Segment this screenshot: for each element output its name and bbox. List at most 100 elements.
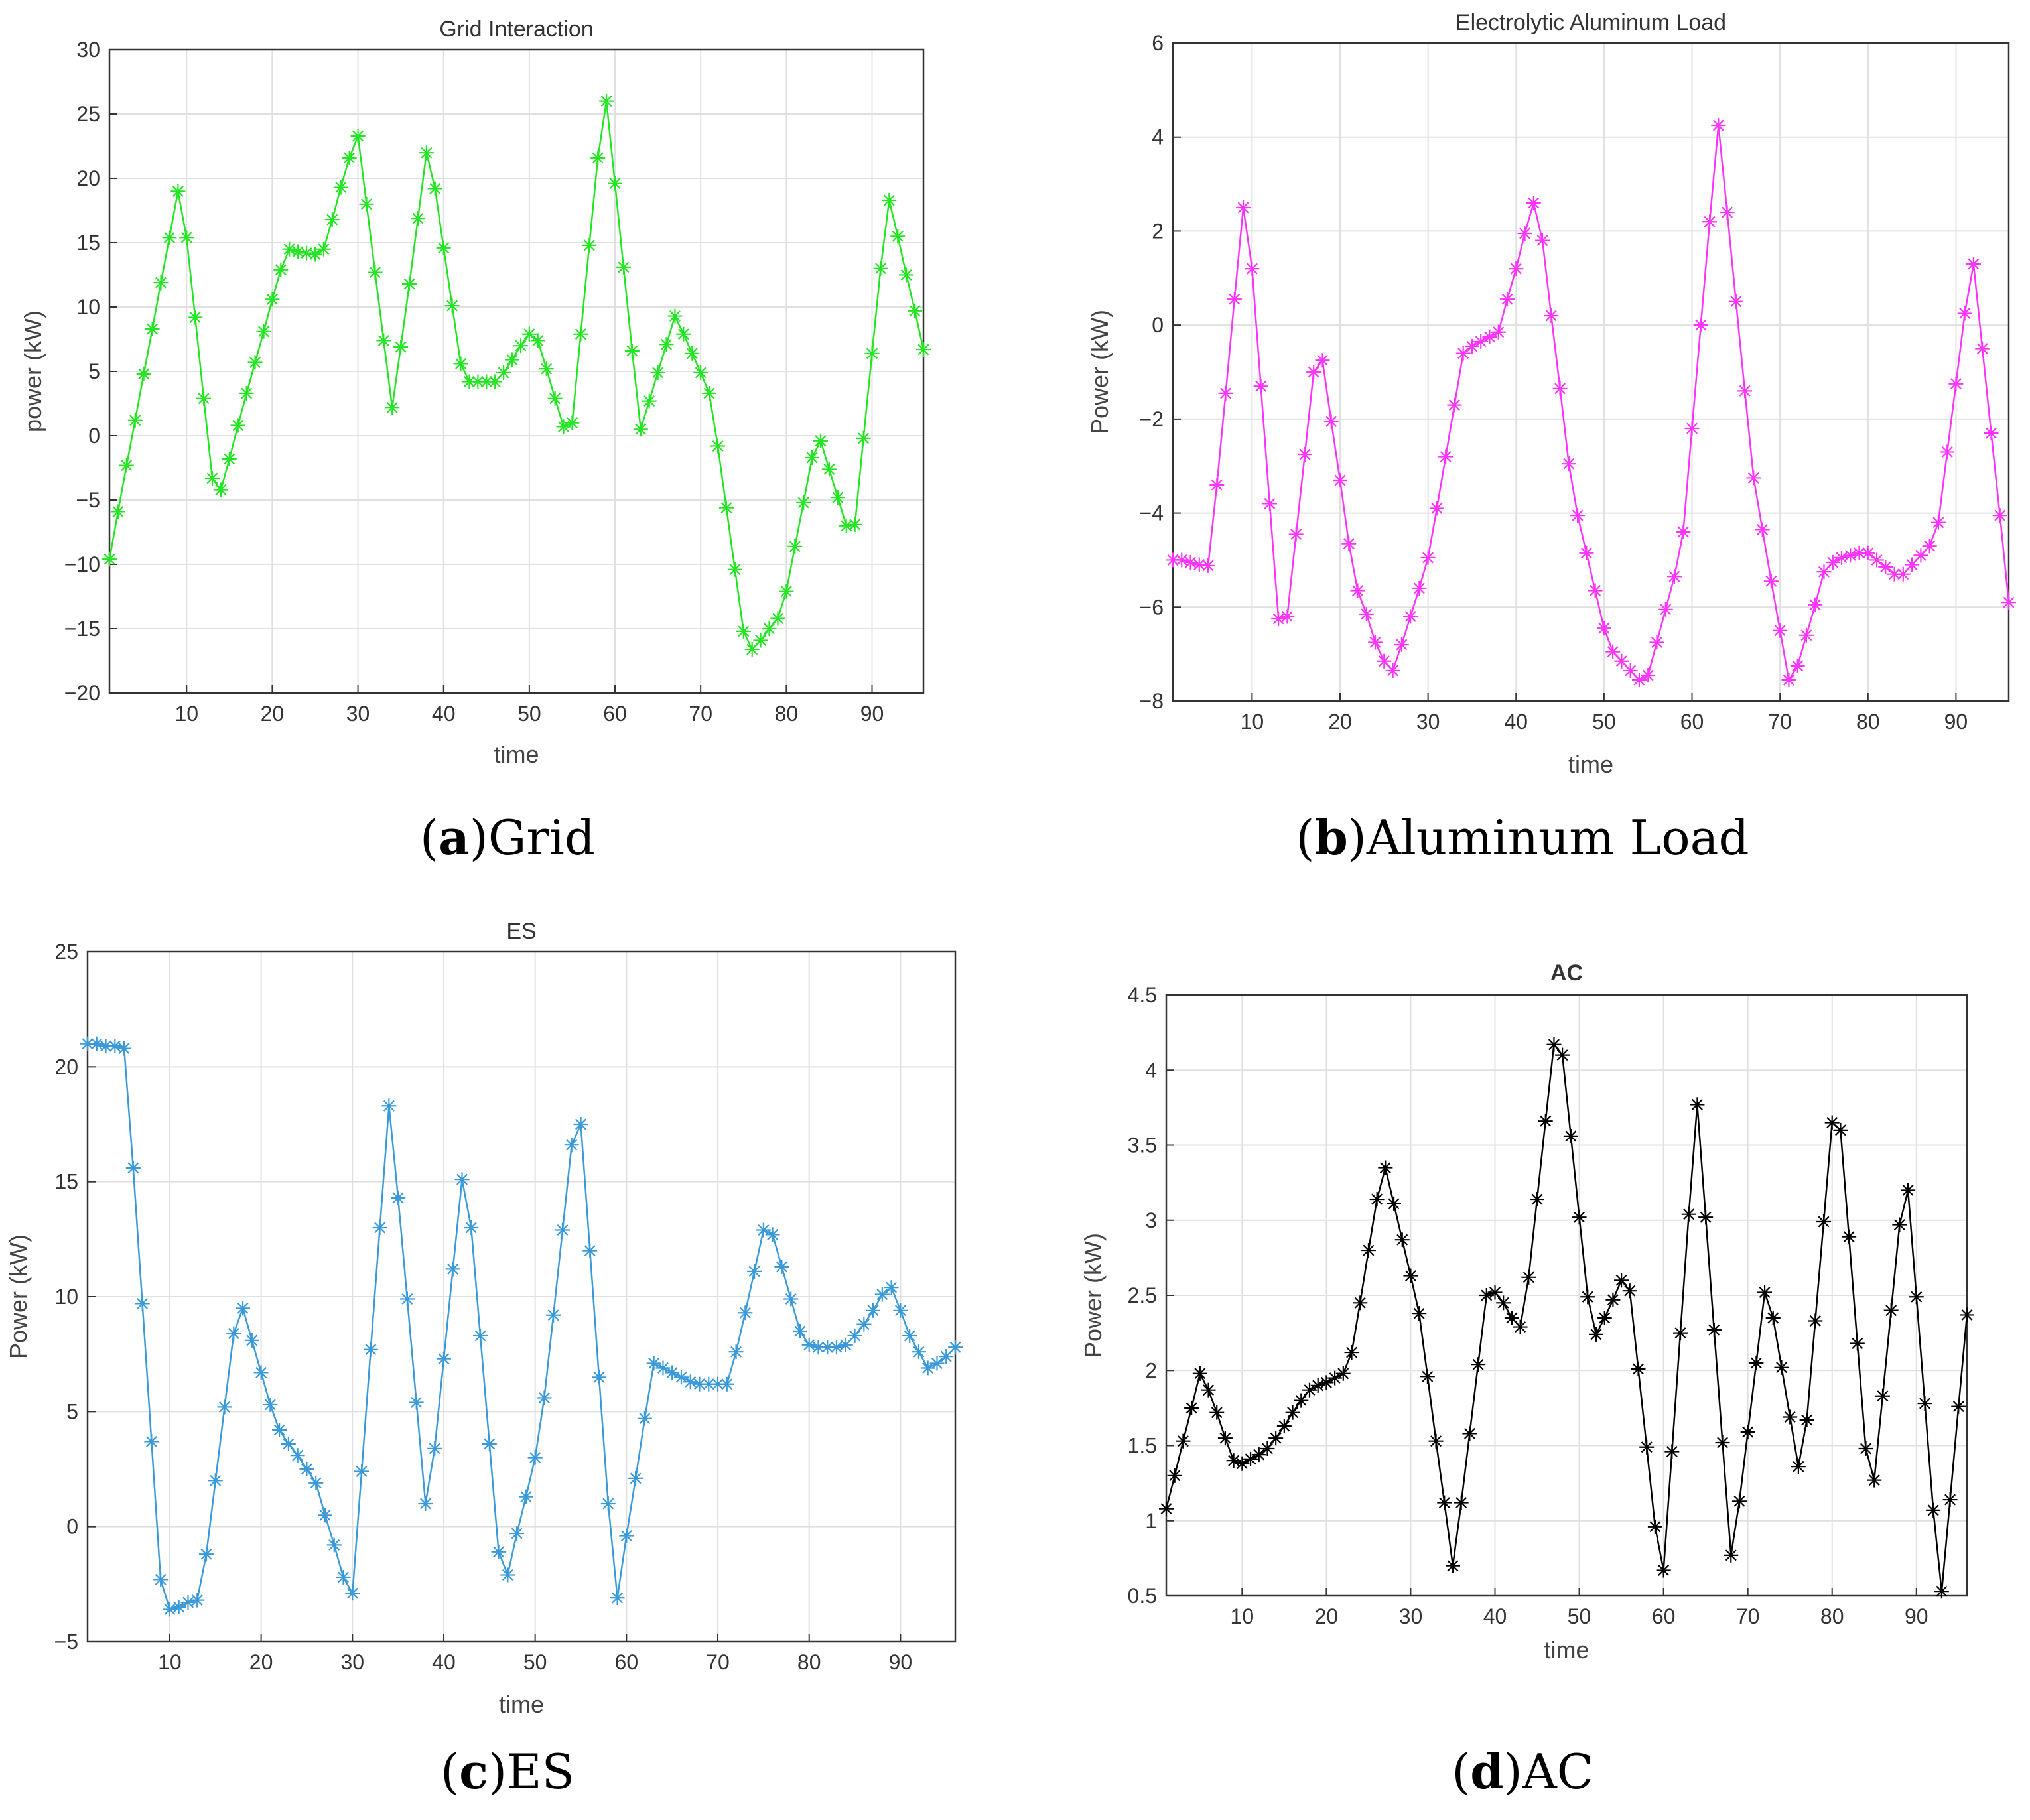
data-point <box>1808 1313 1823 1329</box>
y-tick-label: 20 <box>54 1055 78 1078</box>
x-tick-label: 10 <box>158 1650 182 1674</box>
data-point <box>1428 1433 1444 1449</box>
y-tick-label: −8 <box>1140 689 1164 713</box>
data-point <box>774 1259 789 1274</box>
data-point <box>1960 1307 1974 1323</box>
data-point <box>1966 257 1981 272</box>
data-point <box>135 1296 150 1311</box>
data-point <box>326 1537 342 1553</box>
data-point <box>1684 421 1700 436</box>
data-point <box>659 337 674 352</box>
data-point <box>1412 1306 1427 1321</box>
data-point <box>1268 1431 1284 1446</box>
data-point <box>265 292 280 307</box>
data-point <box>1926 1502 1941 1518</box>
data-point <box>929 1356 945 1371</box>
data-point <box>673 1370 689 1385</box>
data-point <box>509 1526 525 1541</box>
x-tick-label: 40 <box>1504 710 1528 734</box>
data-point <box>1335 1366 1351 1381</box>
data-point <box>555 1222 570 1238</box>
data-point <box>727 562 742 577</box>
data-point <box>1614 1273 1629 1288</box>
data-point <box>1781 673 1796 688</box>
data-point <box>196 391 212 406</box>
data-point <box>646 1356 661 1371</box>
y-tick-label: 2 <box>1145 1358 1157 1382</box>
data-point <box>908 303 923 318</box>
data-point <box>1833 1122 1848 1138</box>
data-point <box>1951 1399 1966 1414</box>
data-point <box>350 128 366 143</box>
data-point <box>608 176 623 191</box>
data-point <box>359 196 374 212</box>
caption-ac: (d)AC <box>1452 1743 1593 1799</box>
data-point <box>1690 1097 1705 1112</box>
x-tick-label: 50 <box>1592 710 1616 734</box>
data-point <box>1834 550 1849 565</box>
y-tick-label: −5 <box>76 488 100 512</box>
data-point <box>762 621 777 636</box>
data-point <box>693 365 709 380</box>
data-point <box>80 1036 95 1051</box>
x-tick-label: 50 <box>1568 1604 1591 1628</box>
data-point <box>391 1190 406 1205</box>
data-point <box>282 241 297 257</box>
data-point <box>1570 508 1586 523</box>
x-tick-label: 90 <box>889 1650 913 1674</box>
caption-letter: c <box>459 1743 488 1799</box>
data-point <box>436 1351 451 1366</box>
caption-text: )Grid <box>469 810 595 866</box>
data-point <box>1167 1468 1182 1483</box>
data-point <box>1799 1412 1814 1427</box>
data-point <box>866 1303 881 1318</box>
data-point <box>444 298 460 314</box>
data-point <box>600 1496 616 1511</box>
data-point <box>473 1328 488 1343</box>
data-point <box>1294 1393 1309 1408</box>
data-point <box>1631 1361 1646 1376</box>
data-point <box>939 1349 954 1364</box>
data-point <box>738 1305 753 1321</box>
data-point <box>1176 1433 1191 1449</box>
data-point <box>1201 558 1216 573</box>
data-point <box>1403 609 1418 624</box>
data-point <box>230 418 245 433</box>
data-point <box>1454 1495 1469 1510</box>
data-point <box>1319 1375 1334 1390</box>
data-point <box>162 1602 177 1617</box>
data-point <box>1580 1289 1595 1305</box>
data-point <box>1368 635 1383 650</box>
x-tick-label: 30 <box>1399 1604 1423 1628</box>
data-point <box>744 642 760 657</box>
data-point <box>1361 1243 1376 1258</box>
data-point <box>1344 1345 1359 1360</box>
data-point <box>1174 552 1189 568</box>
data-point <box>89 1036 104 1051</box>
chart-es: 10 20 30 40 50 60 70 80 90 −5 0 5 10 15 20 25 ES time Powe… <box>5 919 963 1718</box>
data-point <box>445 1262 460 1277</box>
data-point <box>624 343 640 358</box>
data-point <box>1315 353 1330 368</box>
data-point <box>253 1365 269 1380</box>
x-tick-label: 90 <box>1905 1604 1928 1628</box>
data-point <box>1656 1563 1671 1578</box>
data-point <box>1447 397 1462 413</box>
x-tick-label: 50 <box>517 702 541 726</box>
data-point <box>1774 1360 1789 1375</box>
data-point <box>1159 1501 1174 1516</box>
data-point <box>153 1572 169 1587</box>
data-point <box>1948 376 1964 391</box>
data-point <box>1359 606 1374 621</box>
data-point <box>385 400 400 415</box>
x-tick-label: 80 <box>797 1650 821 1674</box>
caption-text: )ES <box>488 1744 575 1799</box>
data-point <box>1724 1547 1739 1563</box>
y-tick-label: 15 <box>76 231 100 255</box>
data-point <box>273 262 289 277</box>
data-point <box>410 211 425 226</box>
data-point <box>247 355 263 370</box>
data-point <box>1850 1336 1865 1351</box>
data-point <box>1504 1310 1519 1325</box>
x-tick-label: 60 <box>1680 710 1704 734</box>
